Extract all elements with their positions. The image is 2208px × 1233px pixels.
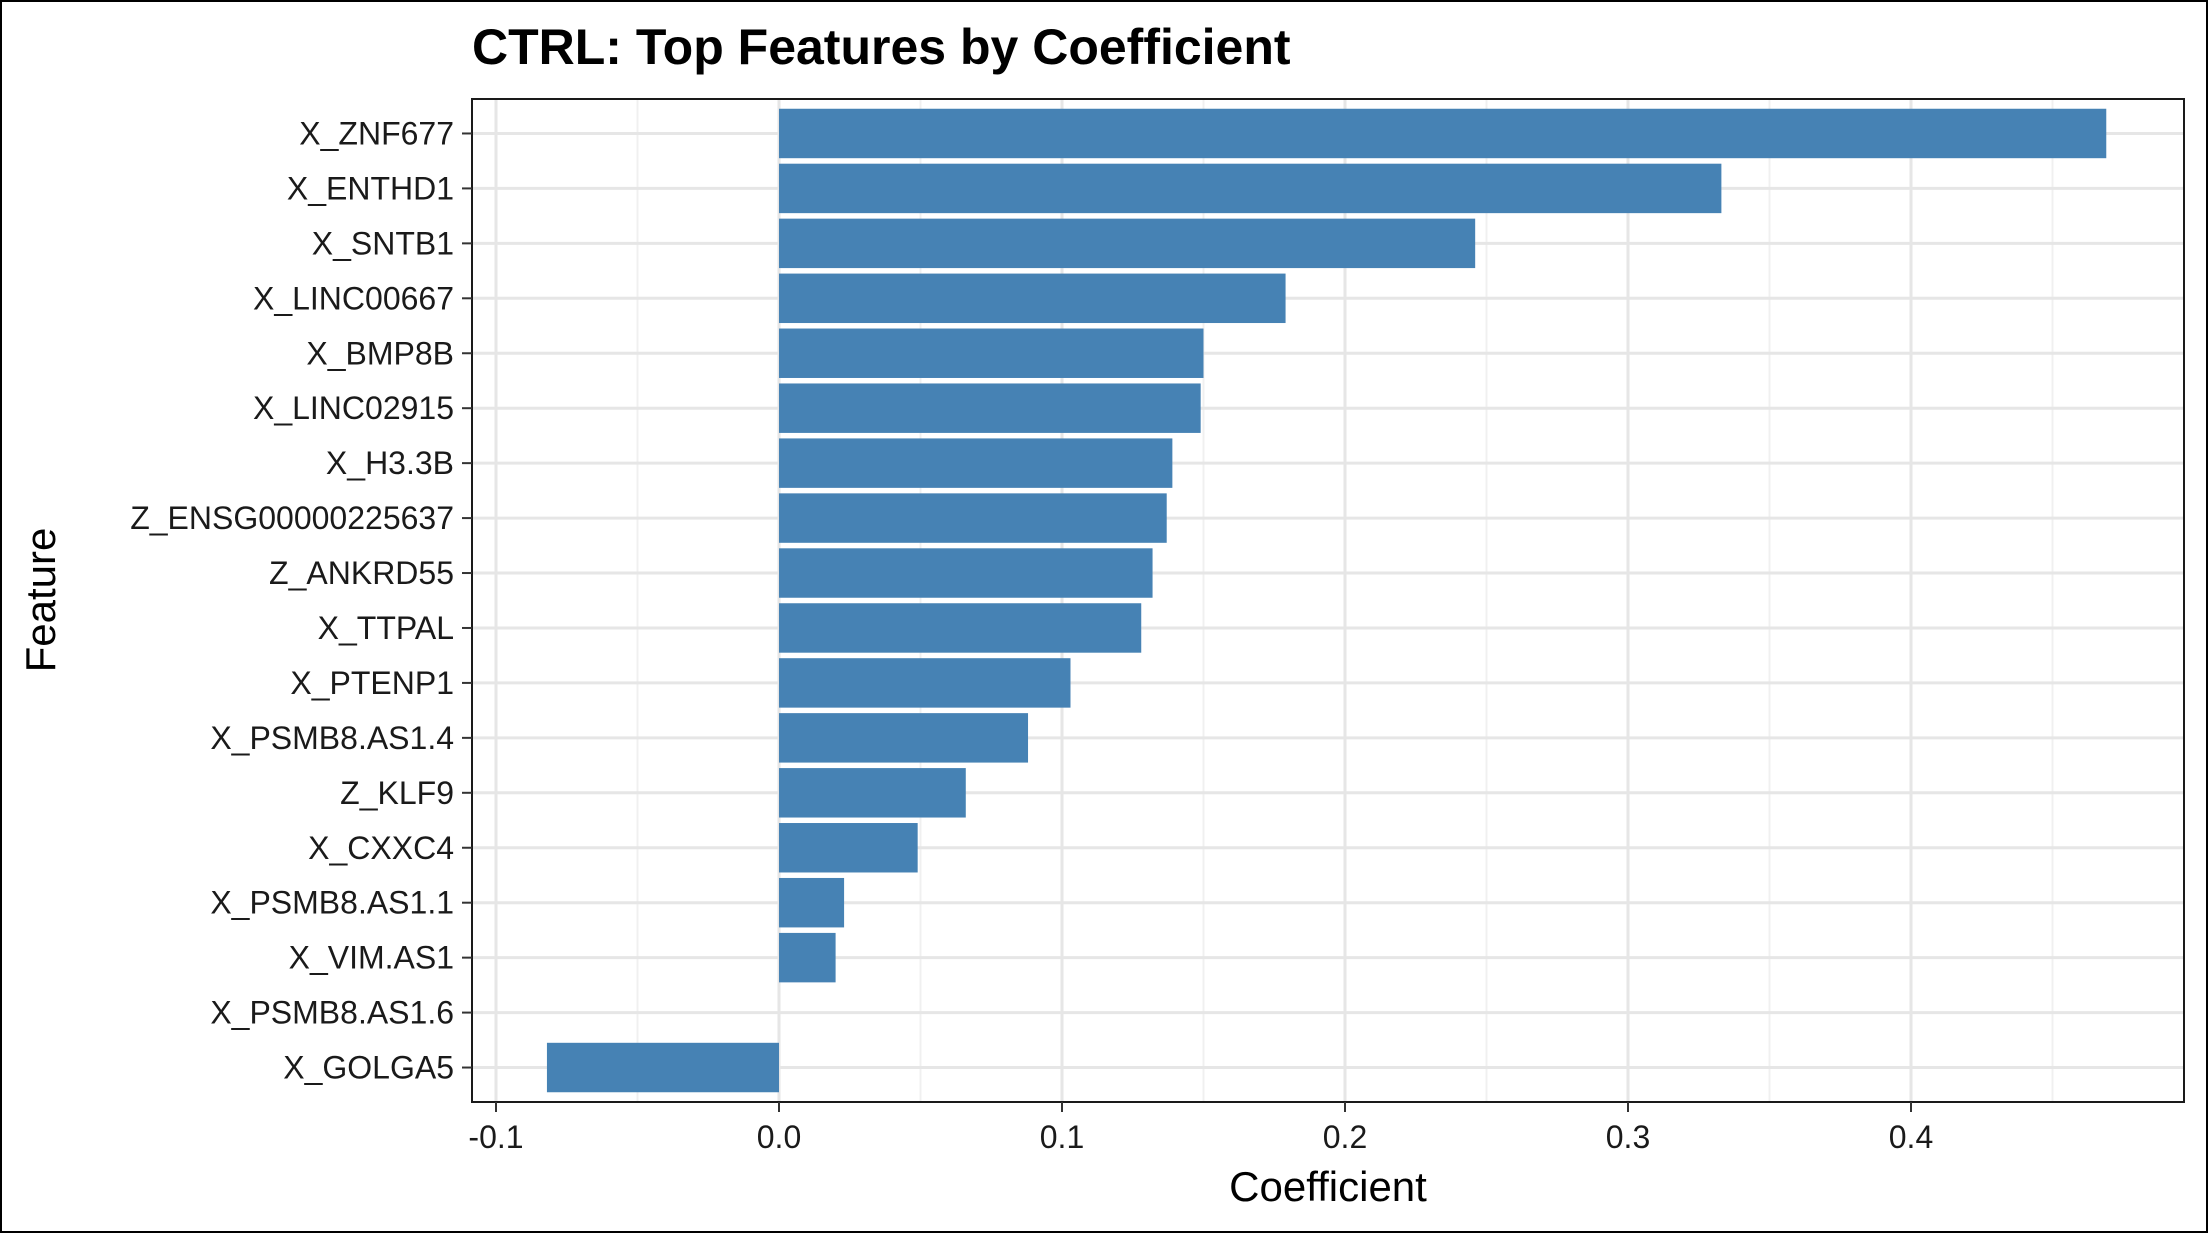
- y-tick-label: X_ENTHD1: [287, 170, 454, 206]
- bar-X_PTENP1: [779, 658, 1071, 708]
- y-tick-label: Z_ENSG00000225637: [130, 500, 454, 536]
- y-tick-label: X_BMP8B: [306, 335, 454, 371]
- y-tick-label: X_GOLGA5: [283, 1050, 454, 1086]
- x-tick-label: 0.0: [757, 1119, 801, 1155]
- y-tick-label: X_PSMB8.AS1.1: [210, 885, 454, 921]
- x-tick-label: 0.3: [1606, 1119, 1650, 1155]
- bar-X_TTPAL: [779, 603, 1142, 653]
- plot-panel-border: [471, 98, 2185, 1103]
- x-axis-ticks: -0.1 0.0 0.1 0.2 0.3 0.4: [468, 1102, 1933, 1155]
- x-tick-label: 0.4: [1889, 1119, 1933, 1155]
- y-axis-title: Feature: [17, 528, 64, 673]
- bar-X_ZNF677: [779, 108, 2107, 159]
- y-tick-label: X_LINC02915: [253, 390, 454, 426]
- y-tick-label: X_PSMB8.AS1.6: [210, 995, 454, 1031]
- x-tick-label: 0.1: [1040, 1119, 1084, 1155]
- y-tick-label: X_PSMB8.AS1.4: [210, 720, 454, 756]
- bar-X_ENTHD1: [779, 163, 1722, 214]
- x-axis-title: Coefficient: [1229, 1163, 1427, 1210]
- y-tick-label: Z_ANKRD55: [269, 555, 454, 591]
- y-tick-label: Z_KLF9: [340, 775, 454, 811]
- bar-X_BMP8B: [779, 328, 1204, 378]
- bar-X_GOLGA5: [546, 1042, 779, 1093]
- bar-X_CXXC4: [779, 823, 918, 873]
- y-tick-label: X_H3.3B: [326, 445, 454, 481]
- y-tick-label: X_SNTB1: [312, 225, 454, 261]
- y-tick-label: X_VIM.AS1: [289, 940, 454, 976]
- bar-Z_KLF9: [779, 768, 966, 818]
- y-tick-label: X_PTENP1: [290, 665, 454, 701]
- y-tick-label: X_TTPAL: [318, 610, 454, 646]
- bar-X_PSMB8.AS1.1: [779, 877, 845, 928]
- x-tick-label: -0.1: [468, 1119, 523, 1155]
- chart-title: CTRL: Top Features by Coefficient: [472, 19, 1291, 75]
- y-tick-label: X_LINC00667: [253, 280, 454, 316]
- x-tick-label: 0.2: [1323, 1119, 1367, 1155]
- bar-X_VIM.AS1: [779, 932, 836, 983]
- bars: [546, 108, 2107, 1093]
- bar-X_SNTB1: [779, 218, 1476, 269]
- bar-Z_ANKRD55: [779, 548, 1153, 598]
- y-axis-ticks: X_ZNF677 X_ENTHD1 X_SNTB1 X_LINC00667 X_BMP8…: [130, 115, 472, 1086]
- y-tick-label: X_ZNF677: [299, 115, 454, 151]
- bar-X_LINC00667: [779, 273, 1286, 324]
- bar-Z_ENSG00000225637: [779, 493, 1167, 543]
- bar-X_LINC02915: [779, 383, 1201, 433]
- bar-X_PSMB8.AS1.4: [779, 713, 1029, 763]
- y-tick-label: X_CXXC4: [308, 830, 454, 866]
- bar-X_H3.3B: [779, 438, 1173, 488]
